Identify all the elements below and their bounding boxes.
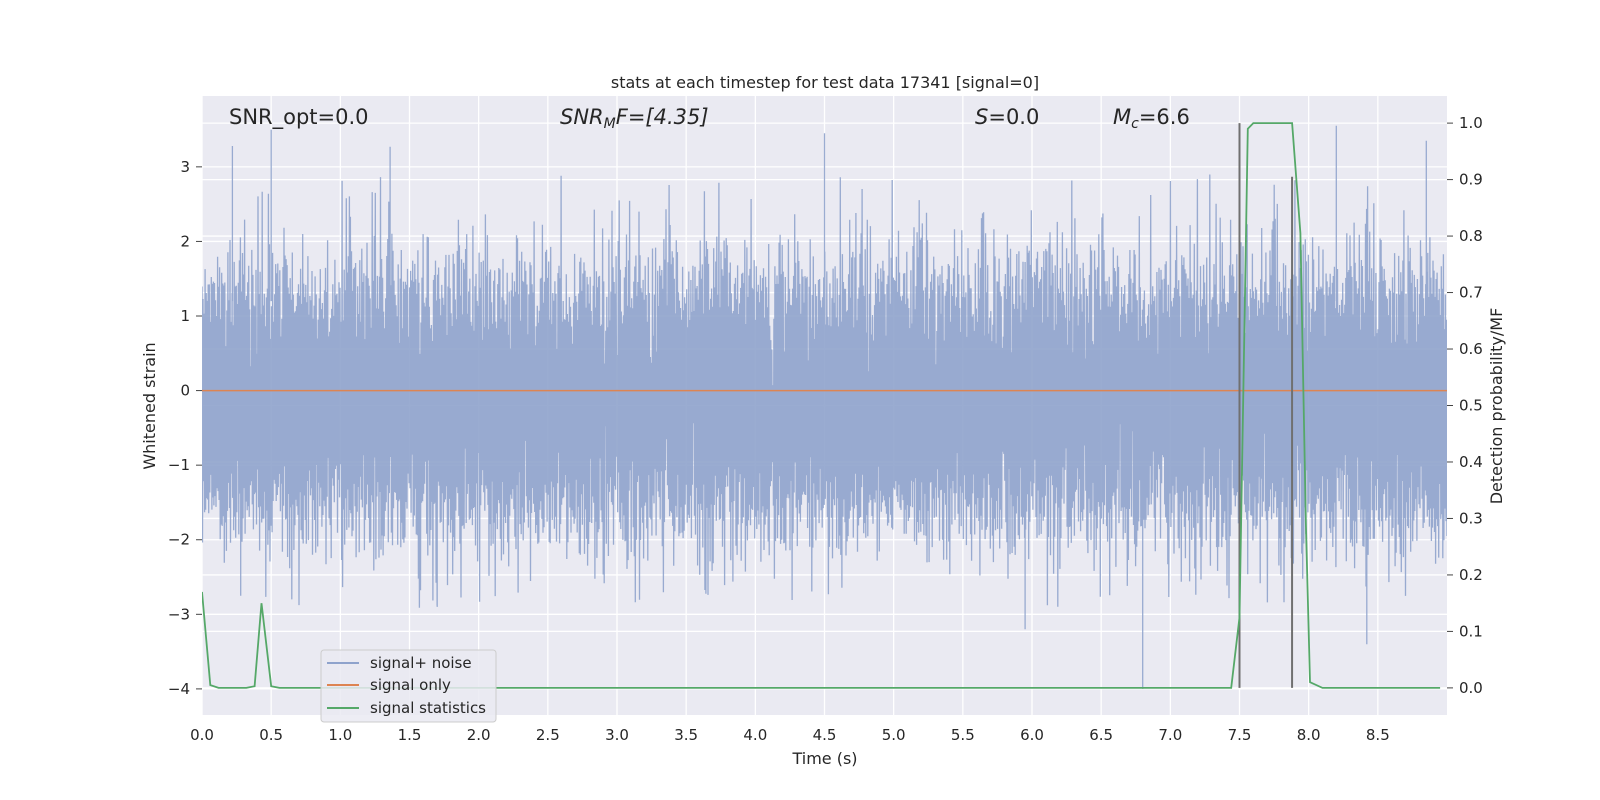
series-signal-statistics — [202, 122, 1441, 689]
x-tick-label: 5.0 — [882, 726, 906, 744]
y-tick-label: 2 — [180, 232, 190, 250]
x-tick-label: 2.5 — [536, 726, 560, 744]
y-tick-label: 1 — [180, 307, 190, 325]
x-tick-label: 3.5 — [674, 726, 698, 744]
annotation-s: S=0.0 — [975, 105, 1039, 129]
y2-tick-label: 0.0 — [1459, 679, 1483, 697]
y2-tick-label: 0.1 — [1459, 622, 1483, 640]
x-axis-label: Time (s) — [791, 749, 857, 768]
y-tick-label: 0 — [180, 382, 190, 400]
annotation-mc: Mc=6.6 — [1113, 105, 1190, 132]
x-tick-label: 7.5 — [1228, 726, 1252, 744]
y-ticks: 3 2 1 0 −1 −2 −3 −4 — [168, 158, 202, 698]
x-tick-label: 0.0 — [190, 726, 214, 744]
y-tick-label: 3 — [180, 158, 190, 176]
y2-tick-label: 0.5 — [1459, 397, 1483, 415]
x-tick-label: 0.5 — [259, 726, 283, 744]
x-tick-label: 6.0 — [1020, 726, 1044, 744]
x-tick-label: 6.5 — [1089, 726, 1113, 744]
legend: signal+ noise signal only signal statist… — [320, 649, 497, 723]
x-tick-label: 4.5 — [813, 726, 837, 744]
y-tick-label: −4 — [168, 680, 190, 698]
legend-box — [320, 649, 497, 723]
y2-axis-label: Detection probability/MF — [1487, 308, 1506, 505]
legend-label-signal-statistics: signal statistics — [370, 699, 486, 717]
y2-tick-label: 0.4 — [1459, 453, 1483, 471]
x-tick-label: 5.5 — [951, 726, 975, 744]
y2-tick-label: 0.9 — [1459, 171, 1483, 189]
x-tick-label: 1.5 — [398, 726, 422, 744]
y-tick-label: −1 — [168, 456, 190, 474]
y2-tick-label: 0.6 — [1459, 340, 1483, 358]
x-tick-label: 1.0 — [328, 726, 352, 744]
series-signal-noise — [202, 125, 1447, 689]
y-tick-label: −2 — [168, 531, 190, 549]
annotation-snr-mf: SNRMF=[4.35] — [560, 105, 709, 132]
x-ticks: 0.0 0.5 1.0 1.5 2.0 2.5 3.0 3.5 4.0 4.5 5.0 5.5 6.0 6… — [190, 726, 1390, 744]
y2-tick-label: 0.2 — [1459, 566, 1483, 584]
x-tick-label: 4.0 — [743, 726, 767, 744]
annotation-snr-opt: SNR_opt=0.0 — [229, 105, 369, 130]
y2-tick-label: 0.3 — [1459, 509, 1483, 527]
legend-label-signal-noise: signal+ noise — [370, 654, 472, 672]
x-tick-label: 2.0 — [467, 726, 491, 744]
y2-tick-label: 0.8 — [1459, 227, 1483, 245]
x-tick-label: 8.0 — [1297, 726, 1321, 744]
y2-tick-label: 1.0 — [1459, 114, 1483, 132]
chart-title: stats at each timestep for test data 173… — [611, 73, 1039, 92]
y2-ticks: 1.0 0.9 0.8 0.7 0.6 0.5 0.4 0.3 0.2 0.1 0.0 — [1447, 114, 1483, 697]
x-tick-label: 8.5 — [1366, 726, 1390, 744]
x-tick-label: 3.0 — [605, 726, 629, 744]
x-tick-label: 7.0 — [1158, 726, 1182, 744]
y-axis-label: Whitened strain — [140, 342, 159, 469]
y2-tick-label: 0.7 — [1459, 284, 1483, 302]
legend-label-signal-only: signal only — [370, 676, 451, 694]
y-tick-label: −3 — [168, 605, 190, 623]
